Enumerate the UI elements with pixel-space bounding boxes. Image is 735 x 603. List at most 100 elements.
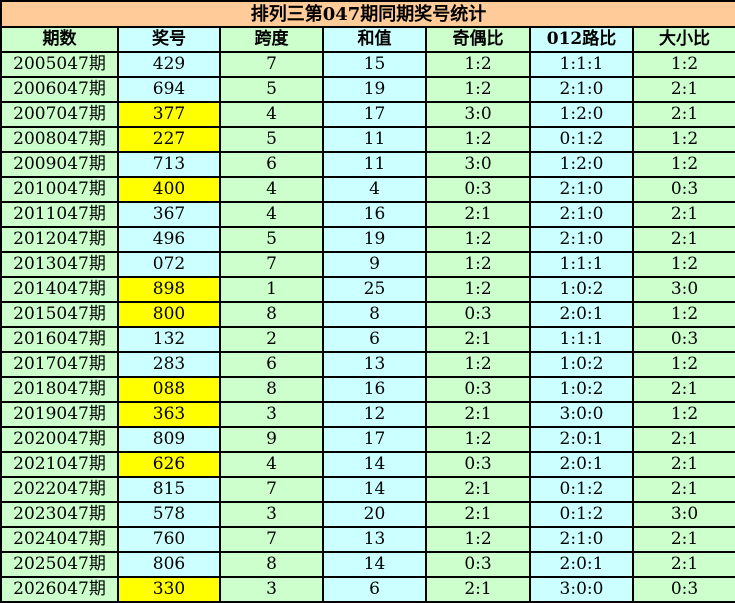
- header-period: 期数: [0, 26, 119, 53]
- cell-number: 283: [117, 351, 221, 378]
- cell-span: 7: [219, 526, 324, 553]
- cell-span: 9: [219, 426, 324, 453]
- cell-road-012: 2:1:0: [529, 176, 634, 203]
- cell-number: 713: [117, 151, 221, 178]
- cell-period: 2022047期: [0, 476, 119, 503]
- cell-period: 2014047期: [0, 276, 119, 303]
- cell-sum: 6: [322, 326, 427, 353]
- cell-period: 2009047期: [0, 151, 119, 178]
- header-span: 跨度: [219, 26, 324, 53]
- cell-number: 626: [117, 451, 221, 478]
- cell-odd-even: 0:3: [425, 376, 531, 403]
- cell-period: 2019047期: [0, 401, 119, 428]
- cell-span: 7: [219, 51, 324, 78]
- cell-span: 2: [219, 326, 324, 353]
- cell-sum: 11: [322, 126, 427, 153]
- cell-span: 4: [219, 451, 324, 478]
- cell-span: 5: [219, 126, 324, 153]
- cell-sum: 15: [322, 51, 427, 78]
- cell-period: 2020047期: [0, 426, 119, 453]
- table-row: 2008047期 227 5 11 1:2 0:1:2 1:2: [0, 126, 735, 153]
- cell-big-small: 1:2: [631, 351, 735, 378]
- cell-period: 2025047期: [0, 551, 119, 578]
- cell-sum: 13: [322, 526, 427, 553]
- cell-odd-even: 1:2: [425, 426, 531, 453]
- cell-sum: 9: [322, 251, 427, 278]
- cell-road-012: 0:1:2: [529, 501, 634, 528]
- table-row: 2005047期 429 7 15 1:2 1:1:1 1:2: [0, 51, 735, 78]
- cell-sum: 17: [322, 426, 427, 453]
- cell-number: 694: [117, 76, 221, 103]
- cell-number: 496: [117, 226, 221, 253]
- cell-sum: 17: [322, 101, 427, 128]
- table-body: 2005047期 429 7 15 1:2 1:1:1 1:2 2006047期 694 5 19 1…: [0, 51, 735, 603]
- table-row: 2015047期 800 8 8 0:3 2:0:1 1:2: [0, 301, 735, 328]
- cell-odd-even: 3:0: [425, 151, 531, 178]
- cell-road-012: 2:0:1: [529, 301, 634, 328]
- cell-big-small: 0:3: [631, 176, 735, 203]
- cell-sum: 19: [322, 76, 427, 103]
- cell-period: 2017047期: [0, 351, 119, 378]
- cell-road-012: 3:0:0: [529, 401, 634, 428]
- cell-number: 088: [117, 376, 221, 403]
- cell-road-012: 2:1:0: [529, 526, 634, 553]
- cell-sum: 13: [322, 351, 427, 378]
- cell-period: 2026047期: [0, 576, 119, 603]
- cell-sum: 14: [322, 476, 427, 503]
- cell-road-012: 1:2:0: [529, 151, 634, 178]
- table-title: 排列三第047期同期奖号统计: [0, 0, 735, 28]
- cell-odd-even: 0:3: [425, 176, 531, 203]
- table-row: 2022047期 815 7 14 2:1 0:1:2 2:1: [0, 476, 735, 503]
- cell-span: 3: [219, 501, 324, 528]
- cell-sum: 25: [322, 276, 427, 303]
- cell-odd-even: 2:1: [425, 576, 531, 603]
- cell-big-small: 2:1: [631, 201, 735, 228]
- cell-period: 2012047期: [0, 226, 119, 253]
- cell-odd-even: 0:3: [425, 301, 531, 328]
- cell-span: 8: [219, 301, 324, 328]
- cell-sum: 20: [322, 501, 427, 528]
- cell-span: 6: [219, 151, 324, 178]
- cell-number: 367: [117, 201, 221, 228]
- cell-span: 4: [219, 101, 324, 128]
- table-row: 2014047期 898 1 25 1:2 1:0:2 3:0: [0, 276, 735, 303]
- cell-odd-even: 2:1: [425, 201, 531, 228]
- cell-road-012: 1:0:2: [529, 376, 634, 403]
- cell-period: 2011047期: [0, 201, 119, 228]
- cell-span: 7: [219, 251, 324, 278]
- cell-big-small: 0:3: [631, 326, 735, 353]
- cell-number: 578: [117, 501, 221, 528]
- cell-road-012: 2:0:1: [529, 451, 634, 478]
- cell-big-small: 2:1: [631, 451, 735, 478]
- cell-odd-even: 1:2: [425, 251, 531, 278]
- cell-period: 2024047期: [0, 526, 119, 553]
- cell-big-small: 2:1: [631, 551, 735, 578]
- cell-big-small: 2:1: [631, 376, 735, 403]
- cell-odd-even: 2:1: [425, 501, 531, 528]
- cell-span: 6: [219, 351, 324, 378]
- cell-big-small: 1:2: [631, 251, 735, 278]
- cell-odd-even: 1:2: [425, 51, 531, 78]
- cell-big-small: 2:1: [631, 476, 735, 503]
- header-row: 期数 奖号 跨度 和值 奇偶比 012路比 大小比: [0, 26, 735, 53]
- table-row: 2019047期 363 3 12 2:1 3:0:0 1:2: [0, 401, 735, 428]
- cell-sum: 14: [322, 551, 427, 578]
- header-road-012: 012路比: [529, 26, 634, 53]
- cell-odd-even: 2:1: [425, 401, 531, 428]
- cell-number: 330: [117, 576, 221, 603]
- cell-number: 227: [117, 126, 221, 153]
- cell-big-small: 1:2: [631, 301, 735, 328]
- cell-big-small: 1:2: [631, 126, 735, 153]
- cell-odd-even: 2:1: [425, 476, 531, 503]
- header-big-small: 大小比: [631, 26, 735, 53]
- header-number: 奖号: [117, 26, 221, 53]
- cell-odd-even: 0:3: [425, 451, 531, 478]
- cell-number: 377: [117, 101, 221, 128]
- table-row: 2017047期 283 6 13 1:2 1:0:2 1:2: [0, 351, 735, 378]
- cell-road-012: 1:0:2: [529, 351, 634, 378]
- cell-big-small: 0:3: [631, 576, 735, 603]
- cell-sum: 11: [322, 151, 427, 178]
- cell-span: 5: [219, 226, 324, 253]
- cell-period: 2023047期: [0, 501, 119, 528]
- cell-road-012: 1:2:0: [529, 101, 634, 128]
